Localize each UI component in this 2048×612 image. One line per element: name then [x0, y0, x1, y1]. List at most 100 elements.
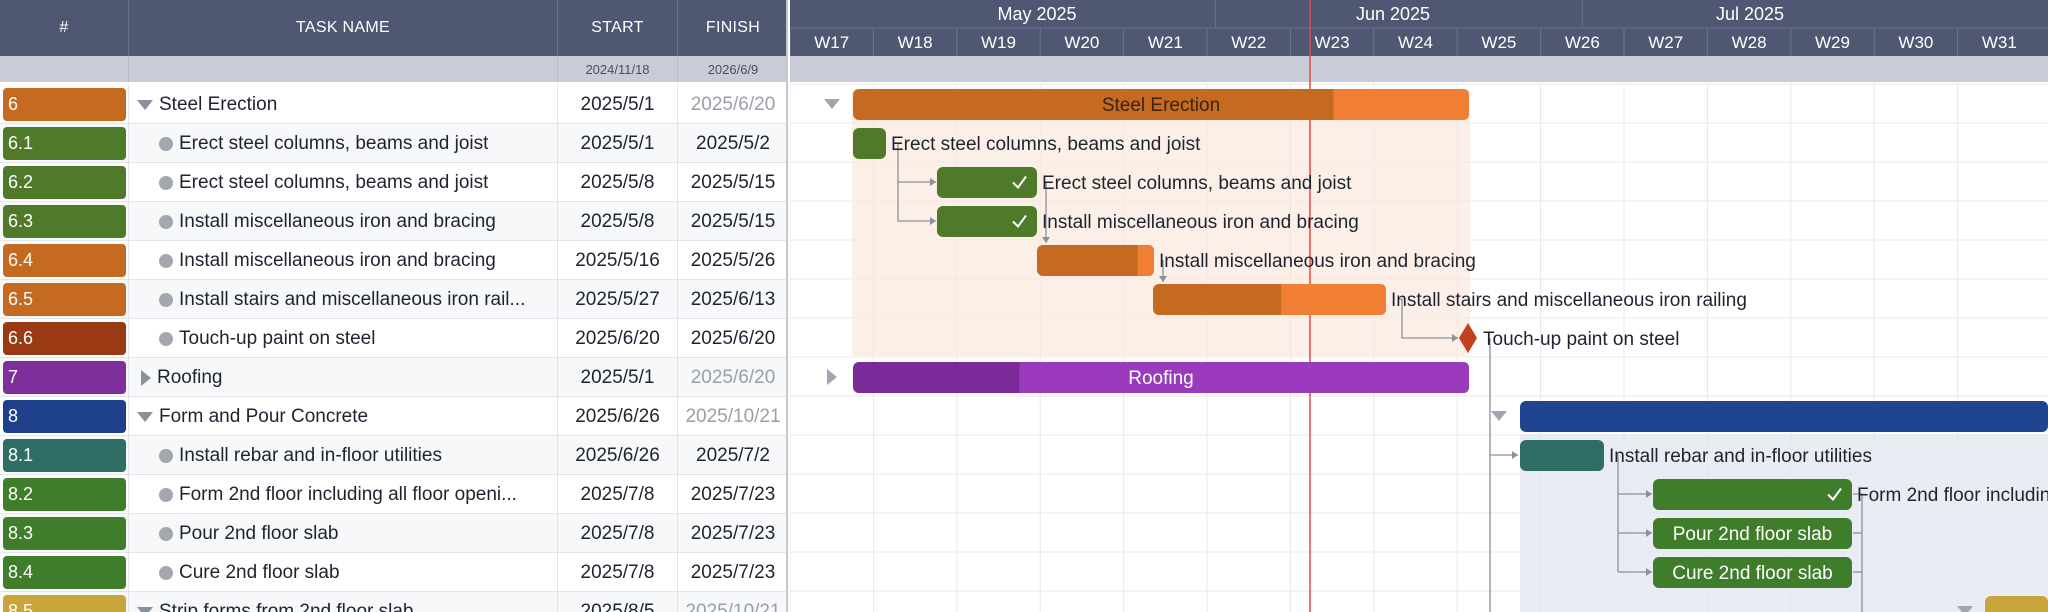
collapse-arrow-icon[interactable]	[137, 99, 153, 110]
task-name-cell[interactable]: Install miscellaneous iron and bracing	[129, 241, 558, 280]
task-dot-icon	[159, 292, 173, 307]
table-row[interactable]: 8.5 Strip forms from 2nd floor slab 2025/8…	[0, 592, 786, 612]
task-bar[interactable]	[1520, 440, 1604, 471]
task-name-cell[interactable]: Install stairs and miscellaneous iron ra…	[129, 280, 558, 319]
start-date-cell[interactable]: 2025/5/1	[558, 85, 678, 124]
finish-date-cell[interactable]: 2025/5/2	[696, 132, 770, 154]
expand-group-icon[interactable]	[827, 369, 837, 385]
collapse-group-icon[interactable]	[1491, 411, 1507, 421]
finish-date-cell[interactable]: 2025/6/20	[690, 366, 776, 388]
wbs-badge: 6.6	[3, 322, 126, 355]
table-row[interactable]: 8 Form and Pour Concrete 2025/6/26 2025/10/…	[0, 397, 786, 436]
table-row[interactable]: 8.1 Install rebar and in-floor utilities 2…	[0, 436, 786, 475]
task-name-cell[interactable]: Form and Pour Concrete	[129, 397, 558, 436]
finish-date-cell[interactable]: 2025/5/26	[690, 249, 776, 271]
table-row[interactable]: 7 Roofing 2025/5/1 2025/6/20	[0, 358, 786, 397]
task-name-cell[interactable]: Cure 2nd floor slab	[129, 553, 558, 592]
table-row[interactable]: 6.2 Erect steel columns, beams and joist 2…	[0, 163, 786, 202]
start-date-cell[interactable]: 2025/5/8	[558, 202, 678, 241]
table-row[interactable]: 8.4 Cure 2nd floor slab 2025/7/8 2025/7/23	[0, 553, 786, 592]
start-date-cell[interactable]: 2025/8/5	[558, 592, 678, 612]
finish-date-cell[interactable]: 2025/7/23	[690, 522, 776, 544]
task-bar[interactable]	[853, 128, 886, 159]
task-bar[interactable]	[1653, 479, 1852, 510]
start-date-cell[interactable]: 2025/5/16	[558, 241, 678, 280]
start-date-cell[interactable]: 2025/5/27	[558, 280, 678, 319]
column-header-task-name[interactable]: TASK NAME	[129, 0, 558, 56]
collapse-group-icon[interactable]	[824, 99, 840, 109]
finish-date-cell[interactable]: 2025/6/20	[690, 93, 776, 115]
table-row[interactable]: 6.3 Install miscellaneous iron and bracin…	[0, 202, 786, 241]
bar-label: Install stairs and miscellaneous iron ra…	[1391, 290, 1747, 311]
task-bar[interactable]	[853, 89, 1469, 120]
finish-date-cell[interactable]: 2025/6/20	[690, 327, 776, 349]
finish-date-cell[interactable]: 2025/10/21	[685, 600, 781, 612]
table-row[interactable]: 6.6 Touch-up paint on steel 2025/6/20 2025/…	[0, 319, 786, 358]
table-row[interactable]: 6 Steel Erection 2025/5/1 2025/6/20	[0, 85, 786, 124]
task-name: Cure 2nd floor slab	[179, 561, 340, 583]
month-label: May 2025	[997, 4, 1076, 24]
task-bar[interactable]	[937, 206, 1037, 237]
start-date-cell[interactable]: 2025/6/26	[558, 436, 678, 475]
start-date-cell[interactable]: 2025/7/8	[558, 475, 678, 514]
task-bar[interactable]	[1653, 557, 1852, 588]
start-date-cell[interactable]: 2025/7/8	[558, 514, 678, 553]
wbs-badge: 8.4	[3, 556, 126, 589]
dependency-link	[893, 142, 936, 183]
finish-date-cell[interactable]: 2025/5/15	[690, 210, 776, 232]
task-name-cell[interactable]: Pour 2nd floor slab	[129, 514, 558, 553]
gantt-timeline[interactable]: May 2025 Jun 2025 Jul 2025 W17 W18 W19 W20 W21 W…	[790, 0, 2048, 612]
task-bar[interactable]	[1520, 401, 2048, 432]
wbs-badge: 6.4	[3, 244, 126, 277]
gantt-svg[interactable]: May 2025 Jun 2025 Jul 2025 W17 W18 W19 W20 W21 W…	[790, 0, 2048, 612]
task-name-cell[interactable]: Strip forms from 2nd floor slab	[129, 592, 558, 612]
milestone-diamond[interactable]	[1459, 323, 1477, 353]
start-date-cell[interactable]: 2025/7/8	[558, 553, 678, 592]
column-header-id[interactable]: #	[0, 0, 129, 56]
task-name-cell[interactable]: Touch-up paint on steel	[129, 319, 558, 358]
start-date-cell[interactable]: 2025/6/26	[558, 397, 678, 436]
task-bar[interactable]	[1985, 596, 2048, 612]
task-name: Touch-up paint on steel	[179, 327, 376, 349]
start-date-cell[interactable]: 2025/5/1	[558, 358, 678, 397]
finish-date-cell[interactable]: 2025/6/13	[690, 288, 776, 310]
task-bar-remaining	[1333, 89, 1469, 120]
finish-date-cell[interactable]: 2025/5/15	[690, 171, 776, 193]
column-header-start[interactable]: START	[558, 0, 678, 56]
task-name-cell[interactable]: Roofing	[129, 358, 558, 397]
table-row[interactable]: 6.4 Install miscellaneous iron and bracin…	[0, 241, 786, 280]
task-name-cell[interactable]: Form 2nd floor including all floor openi…	[129, 475, 558, 514]
task-name-cell[interactable]: Erect steel columns, beams and joist	[129, 124, 558, 163]
task-bar[interactable]	[1653, 518, 1852, 549]
expand-arrow-icon[interactable]	[141, 369, 151, 386]
column-header-finish[interactable]: FINISH	[678, 0, 786, 56]
id-cell: 7	[0, 358, 129, 397]
finish-date-cell[interactable]: 2025/7/23	[690, 561, 776, 583]
task-name: Form 2nd floor including all floor openi…	[179, 483, 517, 505]
finish-date-cell[interactable]: 2025/7/23	[690, 483, 776, 505]
table-row[interactable]: 8.3 Pour 2nd floor slab 2025/7/8 2025/7/23	[0, 514, 786, 553]
project-finish-date: 2026/6/9	[678, 56, 786, 82]
task-bar[interactable]	[1037, 245, 1154, 276]
table-row[interactable]: 6.1 Erect steel columns, beams and joist 2…	[0, 124, 786, 163]
task-name-cell[interactable]: Erect steel columns, beams and joist	[129, 163, 558, 202]
bar-label: Form 2nd floor including all floor openi	[1857, 485, 2048, 506]
task-bar[interactable]	[937, 167, 1037, 198]
task-dot-icon	[159, 487, 173, 502]
collapse-group-icon[interactable]	[1957, 606, 1973, 612]
id-cell: 6.1	[0, 124, 129, 163]
task-dot-icon	[159, 526, 173, 541]
wbs-badge: 8.2	[3, 478, 126, 511]
finish-date-cell[interactable]: 2025/7/2	[696, 444, 770, 466]
start-date-cell[interactable]: 2025/5/1	[558, 124, 678, 163]
start-date-cell[interactable]: 2025/6/20	[558, 319, 678, 358]
table-row[interactable]: 8.2 Form 2nd floor including all floor op…	[0, 475, 786, 514]
task-name-cell[interactable]: Install rebar and in-floor utilities	[129, 436, 558, 475]
task-name-cell[interactable]: Steel Erection	[129, 85, 558, 124]
collapse-arrow-icon[interactable]	[137, 606, 153, 612]
task-name-cell[interactable]: Install miscellaneous iron and bracing	[129, 202, 558, 241]
finish-date-cell[interactable]: 2025/10/21	[685, 405, 781, 427]
start-date-cell[interactable]: 2025/5/8	[558, 163, 678, 202]
table-row[interactable]: 6.5 Install stairs and miscellaneous iron…	[0, 280, 786, 319]
collapse-arrow-icon[interactable]	[137, 411, 153, 422]
